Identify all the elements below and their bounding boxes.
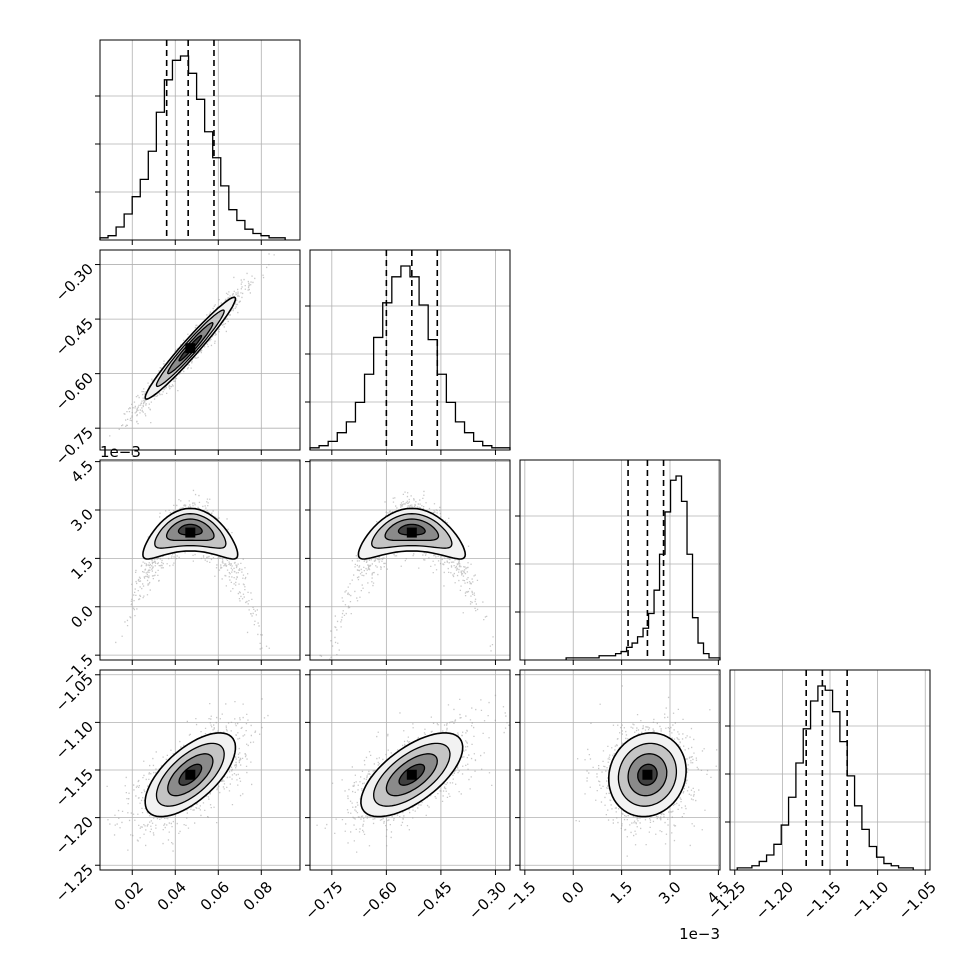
scatter-panel-1-0: −0.75 −0.60 −0.45 −0.30 (52, 249, 301, 469)
offset-labels: 1e−3 1e−3 (100, 443, 720, 943)
x-tick-label: 3.0 (655, 878, 685, 908)
y-tick-label: −1.20 (52, 813, 97, 858)
scatter-panel-3-2: −1.5 0.0 1.5 3.0 4.5 (501, 669, 733, 917)
x-tick-label: −0.75 (301, 878, 346, 923)
x-tick-label: 0.0 (558, 878, 588, 908)
y-tick-label: −0.45 (52, 314, 97, 359)
x-tick-label: −1.15 (800, 878, 845, 923)
histogram-step (565, 475, 721, 660)
y-tick-label: 0.0 (67, 602, 97, 632)
panel-frame (309, 459, 511, 661)
x-tick-label: 0.02 (111, 878, 147, 914)
panel-frame (519, 459, 721, 661)
histogram-step (99, 55, 286, 240)
x-tick-label: −0.45 (410, 878, 455, 923)
x-tick-label: −0.60 (356, 878, 401, 923)
sample-points (115, 489, 270, 650)
y-tick-label: 1.5 (67, 554, 97, 584)
y-tick-label: −1.15 (52, 765, 97, 810)
y-tick-label: 3.0 (67, 505, 97, 535)
y-offset-label: 1e−3 (100, 443, 141, 461)
x-tick-label: −1.5 (501, 878, 539, 916)
density-peak (185, 343, 196, 354)
density-peak (185, 769, 196, 780)
histogram-panel-3: −1.25 −1.20 −1.15 −1.10 −1.05 (704, 669, 940, 923)
scatter-panel-3-0: 0.02 0.04 0.06 0.08−1.25−1.20−1.15−1.10−1.0… (52, 669, 301, 914)
y-tick-label: −0.60 (52, 369, 97, 414)
scatter-panel-2-1 (305, 459, 511, 665)
scatter-panel-2-0: −1.50.01.53.04.5 (59, 457, 301, 689)
histogram-panel-2 (515, 459, 721, 665)
histogram-panel-0 (95, 39, 301, 245)
panel-frame (99, 39, 301, 241)
density-peak (642, 769, 653, 780)
x-tick-label: 1.5 (607, 878, 637, 908)
panel-frame (99, 249, 301, 451)
x-tick-label: −1.05 (895, 878, 940, 923)
x-tick-label: 0.06 (197, 878, 233, 914)
y-tick-label: −1.10 (52, 718, 97, 763)
y-tick-label: −0.75 (52, 423, 97, 468)
x-tick-label: 0.04 (154, 878, 190, 914)
sample-points (106, 698, 269, 852)
x-tick-label: −1.20 (752, 878, 797, 923)
density-peak (406, 527, 417, 538)
density-peak (406, 769, 417, 780)
histogram-step (309, 265, 511, 450)
y-tick-label: −1.25 (52, 861, 97, 906)
x-offset-label: 1e−3 (679, 925, 720, 943)
y-tick-label: −0.30 (52, 260, 97, 305)
x-tick-label: −1.10 (847, 878, 892, 923)
panel-frame (309, 249, 511, 451)
panel-frame (99, 459, 301, 661)
x-tick-label: 0.08 (240, 878, 276, 914)
histogram-step (736, 685, 914, 870)
scatter-panel-3-1: −0.75 −0.60 −0.45 −0.30 (301, 669, 511, 923)
histogram-panel-1 (305, 249, 511, 455)
density-peak (185, 527, 196, 538)
